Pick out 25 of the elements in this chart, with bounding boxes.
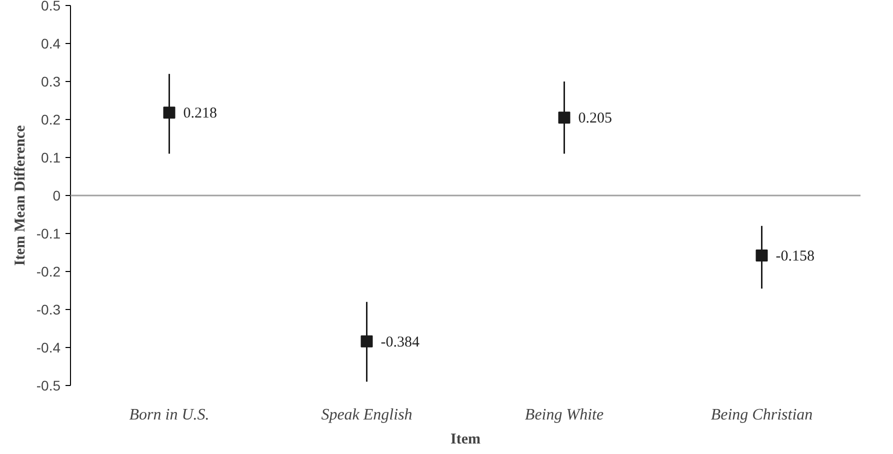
- y-tick-label: -0.4: [36, 340, 61, 356]
- y-tick-label: -0.5: [36, 378, 61, 394]
- y-tick-label: 0.2: [41, 112, 61, 128]
- x-tick-label: Being Christian: [710, 406, 813, 424]
- x-tick-label: Born in U.S.: [129, 406, 210, 424]
- y-tick-label: 0.3: [41, 74, 61, 90]
- y-tick-label: -0.1: [36, 226, 61, 242]
- point: [756, 250, 768, 262]
- point: [360, 335, 373, 348]
- x-axis-title: Item: [450, 432, 481, 448]
- data-label: 0.205: [578, 110, 612, 127]
- x-tick-label: Speak English: [321, 406, 412, 424]
- y-tick-label: 0.1: [41, 150, 61, 166]
- point: [163, 106, 176, 119]
- data-label: -0.384: [380, 334, 420, 350]
- y-tick-label: -0.2: [36, 264, 61, 280]
- y-axis-title: Item Mean Difference: [12, 124, 28, 266]
- y-tick-label: 0: [52, 188, 61, 204]
- y-tick-label: -0.3: [36, 302, 61, 318]
- y-tick-label: 0.5: [41, 0, 61, 14]
- data-label: -0.158: [776, 248, 814, 265]
- point: [558, 112, 570, 124]
- x-tick-label: Being White: [524, 406, 604, 424]
- y-tick-label: 0.4: [41, 36, 61, 52]
- data-label: 0.218: [183, 106, 217, 122]
